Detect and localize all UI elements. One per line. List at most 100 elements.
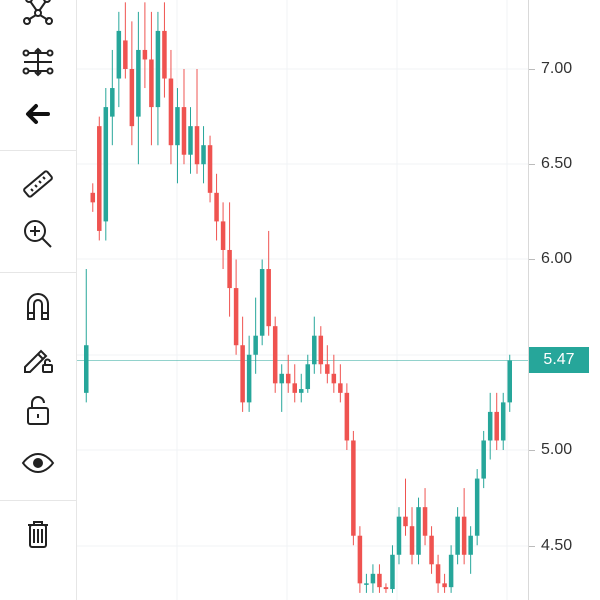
- candle: [390, 545, 395, 593]
- zoom-in-icon: [21, 217, 55, 256]
- candle: [181, 69, 187, 165]
- candle-body: [507, 360, 512, 403]
- candle-body: [136, 49, 141, 117]
- candle: [129, 21, 135, 146]
- candle: [487, 392, 493, 460]
- candle-body: [461, 516, 467, 555]
- candle: [259, 259, 265, 346]
- candle: [377, 564, 382, 593]
- candle: [103, 88, 109, 241]
- current-price-label: 5.47: [529, 347, 589, 373]
- candle: [435, 554, 441, 593]
- candle: [207, 135, 213, 203]
- tick-6-50: 6.50: [541, 155, 573, 172]
- magnet-button[interactable]: [0, 286, 76, 330]
- candle-body: [409, 526, 415, 555]
- candle-body: [325, 364, 330, 374]
- pattern-tool-button[interactable]: [0, 0, 76, 34]
- candle: [285, 354, 291, 393]
- candle: [331, 354, 337, 393]
- candle: [97, 116, 102, 241]
- candle-body: [390, 554, 395, 590]
- candle: [474, 469, 480, 546]
- visibility-button[interactable]: [0, 443, 76, 487]
- tick-5-00: 5.00: [541, 441, 573, 458]
- candle: [240, 316, 245, 412]
- candle-body: [435, 564, 441, 584]
- candle: [403, 478, 408, 536]
- candle: [312, 316, 317, 374]
- candle-body: [487, 411, 493, 441]
- candle-body: [351, 440, 356, 536]
- toolbar-divider: [0, 150, 76, 151]
- candlestick-chart[interactable]: [77, 0, 528, 600]
- candle: [318, 326, 324, 374]
- unlock-button[interactable]: [0, 390, 76, 434]
- candle: [246, 335, 252, 412]
- candle-body: [227, 249, 232, 289]
- candle: [344, 383, 350, 450]
- candle: [325, 345, 330, 384]
- candle: [292, 364, 297, 403]
- candle: [116, 11, 122, 108]
- candle-body: [338, 383, 343, 393]
- pencil-lock-icon: [21, 341, 55, 380]
- zoom-in-button[interactable]: [0, 214, 76, 258]
- candle: [188, 107, 193, 174]
- candle: [461, 488, 467, 565]
- lock-drawings-button[interactable]: [0, 338, 76, 382]
- candle: [416, 497, 421, 565]
- pattern-icon: [21, 0, 55, 32]
- candle: [370, 564, 376, 593]
- candle: [507, 354, 512, 412]
- candle-body: [84, 345, 89, 393]
- candle-body: [97, 126, 102, 231]
- candle-body: [292, 383, 297, 393]
- candle: [500, 392, 506, 450]
- candle-body: [233, 288, 239, 346]
- candle-body: [370, 573, 376, 584]
- candle-body: [181, 107, 187, 155]
- candle: [194, 69, 200, 174]
- measure-settings-button[interactable]: [0, 42, 76, 86]
- candle: [299, 373, 304, 403]
- price-chart[interactable]: [77, 0, 528, 600]
- candle-body: [142, 49, 148, 60]
- candle: [233, 259, 239, 355]
- price-axis[interactable]: 7.00 6.50 6.00 5.00 4.50 5.47: [528, 0, 600, 600]
- candle-body: [162, 30, 167, 79]
- unlock-icon: [21, 393, 55, 432]
- candle: [468, 526, 473, 574]
- trash-icon: [21, 517, 55, 556]
- candle-body: [129, 69, 135, 127]
- tick-mark: [529, 69, 535, 70]
- candle: [396, 507, 402, 565]
- candle-body: [364, 583, 369, 585]
- tick-4-50: 4.50: [541, 537, 573, 554]
- candle-body: [312, 335, 317, 365]
- candle-body: [481, 440, 486, 479]
- candle: [351, 430, 356, 546]
- candle: [214, 173, 219, 241]
- candle: [338, 364, 343, 403]
- candle-body: [455, 516, 460, 555]
- candle-body: [266, 269, 271, 327]
- back-button[interactable]: [0, 94, 76, 138]
- candle: [279, 364, 284, 412]
- candle: [136, 11, 141, 165]
- candle-body: [305, 364, 311, 390]
- drawing-toolbar: [0, 0, 77, 600]
- candle: [481, 430, 486, 489]
- candle-body: [259, 269, 265, 336]
- tick-mark: [529, 546, 535, 547]
- tick-mark: [529, 450, 535, 451]
- candle-body: [168, 78, 174, 146]
- toolbar-divider: [0, 500, 76, 501]
- candle-body: [155, 30, 161, 108]
- delete-drawings-button[interactable]: [0, 514, 76, 558]
- sliders-icon: [21, 45, 55, 84]
- candle: [110, 49, 115, 146]
- candle: [142, 2, 148, 89]
- ruler-tool-button[interactable]: [0, 164, 76, 208]
- candle: [84, 269, 89, 403]
